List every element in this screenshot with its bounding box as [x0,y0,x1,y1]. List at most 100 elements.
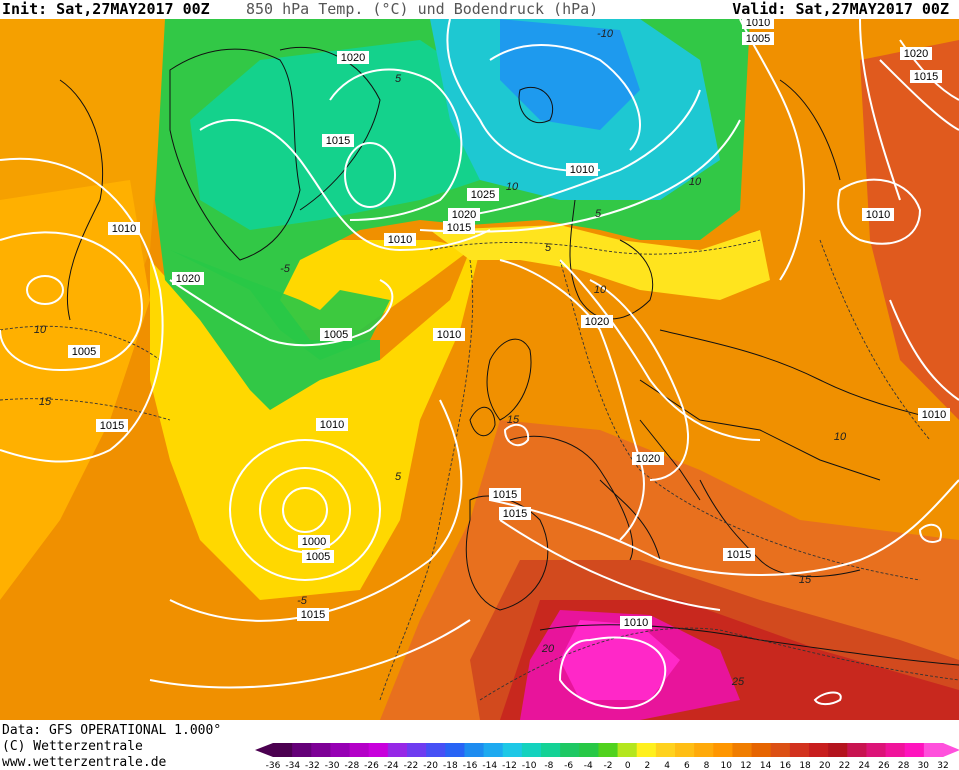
legend-swatch [464,743,485,757]
legend-swatch [866,743,887,757]
legend-swatch [349,743,370,757]
legend-swatch [387,743,408,757]
legend-arrow-left [255,743,273,757]
legend-swatch [483,743,504,757]
isobar-label: 1015 [499,507,531,520]
isobar-label: 1015 [489,488,521,501]
svg-text:1015: 1015 [326,135,350,147]
legend-swatch [655,743,676,757]
temp-field-blue-arctic [500,19,640,130]
legend-tick-label: 12 [740,761,751,770]
legend-tick-label: -32 [305,761,320,770]
isobar-label: 1015 [723,548,755,561]
svg-text:1015: 1015 [100,420,124,432]
svg-text:1005: 1005 [306,551,330,563]
legend-tick-label: -30 [325,761,340,770]
svg-text:1005: 1005 [746,33,770,45]
svg-text:1015: 1015 [727,549,751,561]
isobar-label: 1015 [96,419,128,432]
legend-swatch [885,743,906,757]
legend-swatch [847,743,867,757]
legend-swatch [789,743,810,757]
svg-text:1015: 1015 [301,609,325,621]
legend-tick-label: 0 [625,761,631,770]
svg-text:1010: 1010 [746,19,770,29]
legend-swatch [732,743,753,757]
map-title: 850 hPa Temp. (°C) und Bodendruck (hPa) [246,0,599,18]
legend-swatch [617,743,638,757]
legend-tick-label: 6 [684,761,690,770]
legend-tick-label: -16 [463,761,478,770]
isobar-label: 1010 [742,19,774,29]
legend-tick-label: -2 [604,761,613,770]
legend-swatch [636,743,657,757]
isobar-label: 1015 [443,221,475,234]
legend-swatch [273,743,293,757]
legend-tick-label: 10 [721,761,733,770]
website-link[interactable]: www.wetterzentrale.de [2,755,167,770]
isotherm-label: 10 [594,284,607,296]
svg-text:1010: 1010 [437,329,461,341]
isobar-label: 1010 [918,408,950,421]
valid-time: Valid: Sat,27MAY2017 00Z [732,0,949,18]
isobar-label: 1015 [322,134,354,147]
isobar-label: 1005 [742,32,774,45]
temp-field-light-orange [0,180,150,600]
isobar-label: 1020 [448,208,480,221]
legend-swatch [560,743,580,757]
isotherm-label: 10 [506,181,519,193]
svg-text:1015: 1015 [447,222,471,234]
legend-swatch [770,743,791,757]
isotherm-label: 20 [541,643,555,655]
svg-text:1015: 1015 [493,489,517,501]
copyright: (C) Wetterzentrale [2,739,143,754]
legend-swatch [598,743,619,757]
legend-swatch [713,743,733,757]
legend-swatch [330,743,351,757]
svg-text:1020: 1020 [585,316,609,328]
legend-tick-label: 28 [898,761,910,770]
isobar-labels: 1020 1015 1025 1020 1015 1010 1010 1020 … [68,19,950,629]
legend-tick-label: -24 [384,761,399,770]
legend-swatch [694,743,714,757]
legend-tick-label: 8 [704,761,710,770]
svg-text:1020: 1020 [636,453,660,465]
isobar-label: 1010 [620,616,652,629]
legend-swatch [751,743,772,757]
legend-swatch [502,743,523,757]
isobar-label: 1010 [316,418,348,431]
legend-tick-label: 20 [819,761,831,770]
isobar-label: 1005 [68,345,100,358]
legend-arrow-right [943,743,959,757]
legend-tick-label: 2 [645,761,651,770]
isotherm-label: 15 [799,574,812,586]
legend-tick-label: 16 [780,761,792,770]
data-source: Data: GFS OPERATIONAL 1.000° [2,723,222,738]
legend-tick-label: -22 [404,761,419,770]
legend-tick-label: -36 [266,761,281,770]
svg-text:1025: 1025 [471,189,495,201]
svg-text:1010: 1010 [570,164,594,176]
legend-tick-label: 22 [839,761,850,770]
legend-swatch [426,743,446,757]
svg-text:1005: 1005 [324,329,348,341]
legend-tick-label: 26 [878,761,890,770]
isobar-label: 1010 [433,328,465,341]
legend-swatch [923,743,944,757]
legend-swatch [904,743,925,757]
temp-field-east-warm [860,40,959,420]
svg-text:1020: 1020 [176,273,200,285]
legend-tick-label: -8 [544,761,553,770]
svg-text:1010: 1010 [866,209,890,221]
isobar-label: 1015 [297,608,329,621]
legend-tick-label: -28 [344,761,359,770]
isobar-label: 1010 [862,208,894,221]
legend-tick-label: -6 [564,761,573,770]
isotherm-label: 10 [689,176,702,188]
svg-text:1005: 1005 [72,346,96,358]
legend-swatch [541,743,561,757]
svg-text:1000: 1000 [302,536,326,548]
isotherm-label: 10 [834,431,847,443]
legend-tick-label: 32 [937,761,948,770]
svg-text:1010: 1010 [388,234,412,246]
